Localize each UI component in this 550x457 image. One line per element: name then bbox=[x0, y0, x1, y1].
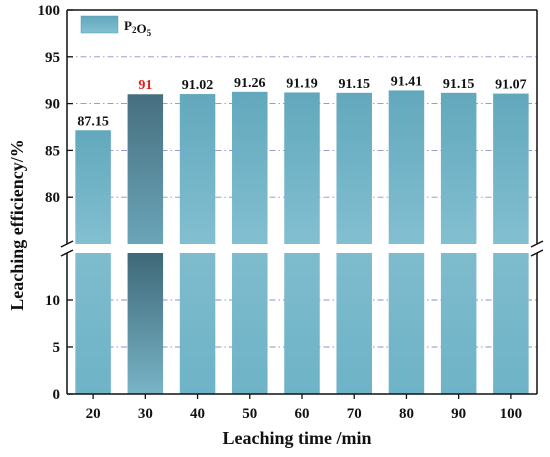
y-tick-label: 85 bbox=[45, 143, 60, 159]
bar-upper bbox=[388, 90, 425, 244]
legend-label: P2O5 bbox=[124, 18, 152, 38]
bar-upper bbox=[232, 91, 268, 244]
data-label: 91.19 bbox=[286, 76, 318, 91]
data-label: 91.26 bbox=[234, 76, 266, 91]
bars bbox=[75, 90, 529, 394]
data-label: 87.15 bbox=[77, 114, 109, 129]
x-tick-label: 30 bbox=[138, 406, 153, 422]
y-tick-label: 100 bbox=[38, 3, 61, 19]
bar-upper bbox=[336, 92, 372, 244]
bar-lower bbox=[75, 253, 111, 394]
y-tick-label: 5 bbox=[53, 340, 61, 356]
legend: P2O5 bbox=[80, 15, 152, 38]
bar-upper bbox=[75, 130, 111, 244]
legend-swatch bbox=[80, 15, 119, 34]
bar-lower bbox=[284, 253, 320, 394]
bar-lower bbox=[493, 253, 529, 394]
x-tick-label: 60 bbox=[295, 406, 310, 422]
data-label: 91 bbox=[138, 78, 152, 93]
bar-upper bbox=[127, 94, 164, 245]
data-label: 91.15 bbox=[443, 77, 475, 92]
axis-break-mark bbox=[60, 240, 74, 248]
y-tick-label: 10 bbox=[45, 293, 60, 309]
y-axis-title: Leaching efficiency/% bbox=[7, 139, 27, 310]
bar-lower bbox=[388, 253, 425, 394]
x-tick-label: 50 bbox=[242, 406, 257, 422]
bar-lower bbox=[179, 253, 216, 394]
bar-upper bbox=[179, 94, 216, 245]
data-label: 91.41 bbox=[391, 74, 423, 89]
x-tick-label: 40 bbox=[190, 406, 205, 422]
data-labels: 87.1520913091.024091.265091.196091.15709… bbox=[38, 3, 527, 422]
x-tick-label: 100 bbox=[500, 406, 523, 422]
y-tick-label: 95 bbox=[45, 50, 60, 66]
axis-break-mark bbox=[530, 249, 544, 257]
bar-lower bbox=[336, 253, 372, 394]
bar-upper bbox=[440, 92, 477, 244]
data-label: 91.15 bbox=[338, 77, 370, 92]
y-tick-label: 80 bbox=[45, 190, 60, 206]
x-tick-label: 20 bbox=[86, 406, 101, 422]
bar-lower bbox=[440, 253, 477, 394]
bar-lower bbox=[127, 253, 164, 394]
data-label: 91.02 bbox=[182, 78, 214, 93]
axis-break-mark bbox=[60, 249, 74, 257]
bar-lower bbox=[232, 253, 268, 394]
x-axis-title: Leaching time /min bbox=[223, 428, 372, 448]
axis-break-mark bbox=[530, 240, 544, 248]
data-label: 91.07 bbox=[495, 78, 527, 93]
axes bbox=[60, 9, 544, 399]
y-tick-label: 0 bbox=[53, 387, 61, 403]
x-tick-label: 90 bbox=[451, 406, 466, 422]
x-tick-label: 80 bbox=[399, 406, 414, 422]
bar-upper bbox=[284, 92, 320, 244]
y-tick-label: 90 bbox=[45, 97, 60, 113]
bar-upper bbox=[493, 93, 529, 244]
x-tick-label: 70 bbox=[347, 406, 362, 422]
